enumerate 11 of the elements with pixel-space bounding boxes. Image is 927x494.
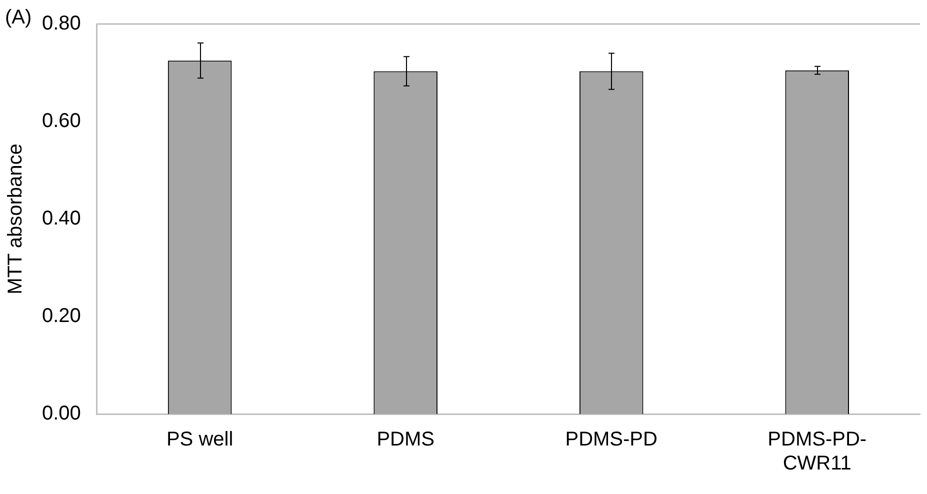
y-tick-label: 0.20 (42, 305, 81, 328)
y-tick-label: 0.40 (42, 208, 81, 230)
y-tick-label: 0.60 (42, 110, 81, 132)
y-tick-label: 0.00 (42, 402, 81, 425)
text: (A) (5, 6, 32, 29)
x-tick-label: PDMS (376, 428, 434, 451)
y-axis-title: MTT absorbance (4, 144, 27, 294)
x-tick-label: PDMS-PD-CWR11 (768, 428, 867, 475)
y-tick-label: 0.80 (42, 12, 81, 35)
x-tick-label: PDMS-PD (565, 428, 658, 451)
x-tick-label: PS well (166, 428, 234, 451)
